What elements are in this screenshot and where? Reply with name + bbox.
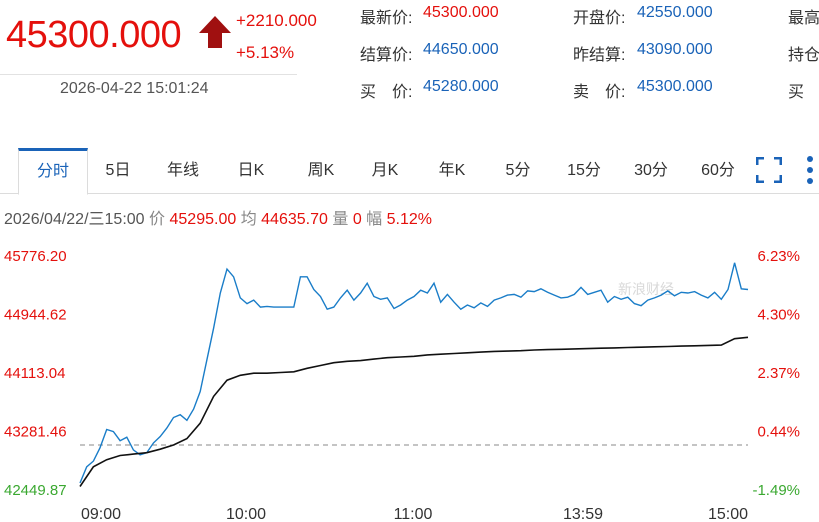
info-price-label: 价 [149,211,166,228]
y-tick-right: -1.49% [752,482,800,499]
more-vertical-icon[interactable] [803,155,817,185]
quote-field-label: 昨结算: [573,47,626,64]
quote-field-label: 买 [788,84,805,101]
quote-field-value: 45280.000 [423,78,499,95]
info-amp-label: 幅 [366,211,383,228]
x-tick: 10:00 [226,506,266,522]
info-avg: 44635.70 [261,211,328,228]
intraday-chart[interactable]: 新浪财经 45776.20 44944.62 44113.04 43281.46 4244… [0,238,819,522]
info-datetime: 2026/04/22/三15:00 [4,211,145,228]
quote-field-value: 45300.000 [423,4,499,21]
tab-2[interactable]: 5日 [105,162,131,179]
quote-time: 2026-04-22 15:01:24 [60,80,209,97]
tab-6[interactable]: 月K [371,162,399,179]
quote-field-label: 最新价: [360,10,413,27]
average-line [79,336,749,487]
quote-field-label: 买 价: [360,84,413,101]
up-arrow-icon [199,16,231,48]
quote-field-label: 开盘价: [573,10,626,27]
tab-3[interactable]: 年线 [166,162,199,179]
tab-bar-border [0,193,819,194]
tab-4[interactable]: 日K [237,162,265,179]
y-tick-right: 4.30% [757,307,800,324]
y-tick-left: 44944.62 [4,307,67,324]
info-vol: 0 [352,211,362,228]
y-tick-left: 45776.20 [4,248,67,265]
x-tick: 15:00 [708,506,748,522]
quote-field-label: 最高 [788,10,819,27]
x-tick: 09:00 [81,506,121,522]
info-vol-label: 量 [332,211,349,228]
x-tick: 11:00 [394,506,433,522]
tab-7[interactable]: 年K [438,162,466,179]
watermark-text: 新浪财经 [618,281,674,297]
price-change-pct: +5.13% [236,43,295,62]
info-avg-label: 均 [240,211,257,228]
quote-field-label: 卖 价: [573,84,626,101]
y-tick-right: 6.23% [757,248,800,265]
tab-1[interactable]: 分时 [18,148,88,195]
y-tick-left: 44113.04 [4,365,65,382]
last-price: 45300.000 [6,14,182,56]
price-line [79,262,749,484]
y-tick-left: 43281.46 [4,424,67,441]
x-tick: 13:59 [563,506,603,522]
price-change: +2210.000 [236,11,317,30]
crosshair-info: 2026/04/22/三15:00 价 45295.00 均 44635.70 … [4,205,432,229]
info-amp: 5.12% [386,211,433,228]
tab-9[interactable]: 15分 [567,162,601,179]
fullscreen-icon[interactable] [756,157,782,183]
quote-field-value: 44650.000 [423,41,499,58]
tab-11[interactable]: 60分 [701,162,735,179]
quote-field-value: 42550.000 [637,4,713,21]
info-price: 45295.00 [169,211,237,228]
tab-8[interactable]: 5分 [505,162,531,179]
quote-field-value: 45300.000 [637,78,713,95]
y-tick-right: 2.37% [757,365,800,382]
y-tick-right: 0.44% [757,424,800,441]
quote-field-label: 结算价: [360,47,413,64]
tab-5[interactable]: 周K [307,162,335,179]
quote-field-label: 持仓 [788,47,819,64]
y-tick-left: 42449.87 [4,482,67,499]
quote-field-value: 43090.000 [637,41,713,58]
tab-10[interactable]: 30分 [634,162,668,179]
divider [0,74,297,75]
